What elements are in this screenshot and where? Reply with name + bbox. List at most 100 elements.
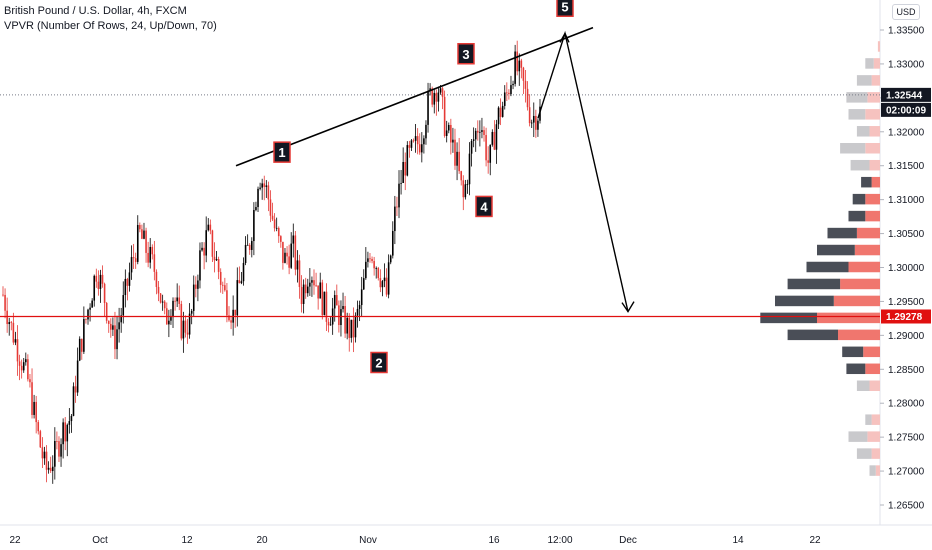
wave-label-box [556, 0, 574, 17]
candle-body [136, 225, 139, 262]
candle-body [226, 290, 228, 316]
volume-profile-up-bar [787, 278, 841, 290]
candle-body [85, 319, 87, 320]
candle-body [503, 92, 506, 106]
candle-body [277, 227, 280, 237]
volume-profile-down-bar [854, 244, 880, 256]
volume-profile-down-bar [867, 431, 880, 442]
candle-body [124, 278, 127, 296]
volume-profile-down-bar [875, 465, 880, 476]
candle-body [385, 277, 388, 295]
wave-label-4[interactable]: 4 [475, 195, 493, 218]
wave-label-2[interactable]: 2 [370, 351, 388, 374]
candle-body [396, 206, 398, 208]
candle-body [147, 252, 149, 263]
x-tick-label: Nov [359, 535, 377, 546]
candle-body [116, 329, 118, 350]
candles [2, 40, 541, 484]
x-tick-label: 22 [809, 535, 821, 546]
volume-profile-down-bar [817, 312, 880, 324]
candle-body [474, 130, 477, 140]
volume-profile-down-bar [865, 210, 880, 222]
candle-body [228, 315, 230, 321]
candle-body [479, 131, 481, 133]
candle-body [201, 247, 203, 251]
level-price-tag-text: 1.29278 [886, 312, 923, 323]
volume-profile-up-bar [840, 143, 866, 154]
candle-body [43, 451, 46, 459]
candle-body [435, 92, 438, 102]
volume-profile-down-bar [869, 380, 880, 391]
candle-body [105, 302, 108, 321]
candle-body [404, 162, 407, 176]
candle-body [41, 447, 44, 459]
candle-body [284, 252, 286, 263]
candle-body [464, 184, 467, 198]
candle-body [381, 281, 384, 288]
candle-body [176, 297, 178, 302]
x-tick-label: Dec [619, 535, 637, 546]
candle-body [155, 271, 158, 287]
projection-path[interactable] [537, 30, 629, 312]
candle-body [49, 467, 52, 472]
candle-body [27, 359, 29, 380]
candle-body [373, 261, 375, 269]
volume-profile-down-bar [877, 41, 880, 52]
x-tick-label: 12:00 [547, 535, 572, 546]
x-tick-label: 12 [181, 535, 193, 546]
candle-body [468, 153, 471, 185]
candle-body [286, 252, 288, 257]
candle-body [443, 96, 446, 136]
candle-body [6, 310, 8, 325]
candle-body [255, 207, 257, 211]
candle-body [485, 135, 487, 161]
candle-body [37, 422, 40, 432]
currency-button[interactable]: USD [892, 4, 920, 20]
candle-body [78, 338, 81, 361]
candle-body [487, 160, 489, 163]
candle-body [70, 415, 73, 422]
candle-body [199, 250, 201, 281]
wave-label-1[interactable]: 1 [273, 141, 291, 163]
candle-body [87, 309, 89, 320]
candle-body [130, 257, 133, 273]
candle-body [327, 321, 330, 326]
indicator-title[interactable]: VPVR (Number Of Rows, 24, Up/Down, 70) [4, 20, 217, 32]
candle-body [103, 283, 106, 303]
candle-body [383, 277, 386, 282]
volume-profile-down-bar [869, 159, 880, 171]
candle-body [447, 124, 450, 131]
candle-body [371, 258, 373, 262]
volume-profile-down-bar [865, 193, 880, 205]
candle-body [242, 262, 245, 282]
candle-body [445, 130, 448, 136]
symbol-title[interactable]: British Pound / U.S. Dollar, 4h, FXCM [4, 5, 187, 17]
candle-body [101, 274, 104, 284]
candle-body [62, 422, 64, 445]
wave-label-3[interactable]: 3 [457, 43, 475, 65]
candle-body [427, 91, 429, 125]
volume-profile-down-bar [865, 143, 880, 154]
candle-body [149, 246, 152, 263]
candle-body [139, 225, 141, 230]
candle-body [532, 115, 535, 123]
trend-line[interactable] [235, 26, 594, 167]
candle-body [433, 92, 436, 105]
candle-body [238, 280, 241, 284]
volume-profile-up-bar [848, 109, 866, 120]
candle-body [141, 229, 143, 239]
candle-body [358, 305, 361, 309]
y-tick-label: 1.30500 [888, 229, 925, 240]
candle-body [499, 107, 502, 117]
candle-body [466, 184, 469, 186]
candle-body [151, 246, 154, 255]
candle-body [298, 260, 301, 287]
wave-label-5[interactable]: 5 [556, 0, 574, 17]
candle-body [476, 130, 479, 133]
candle-body [290, 243, 292, 268]
volume-profile-up-bar [856, 75, 872, 86]
candle-body [356, 308, 359, 316]
candle-body [528, 107, 531, 124]
candle-body [195, 284, 197, 289]
